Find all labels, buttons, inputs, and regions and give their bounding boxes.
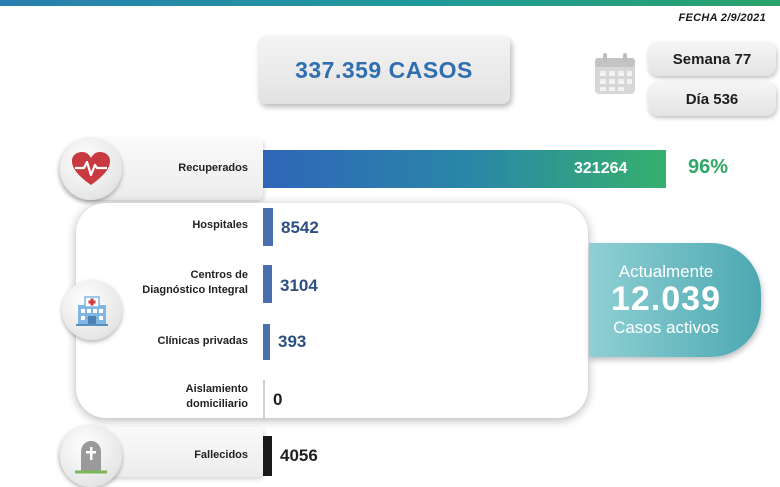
aislamiento-label-line2: domiciliario xyxy=(186,398,248,410)
recuperados-percent: 96% xyxy=(688,156,729,178)
cdi-label: Centros de Diagnóstico Integral xyxy=(110,268,248,298)
value-fallecidos: 4056 xyxy=(280,446,318,465)
total-cases-box: 337.359 CASOS xyxy=(258,36,510,104)
day-badge: Día 536 xyxy=(648,82,776,116)
aislamiento-label-line1: Aislamiento xyxy=(185,383,248,395)
tombstone-icon-circle xyxy=(60,425,122,487)
value-clinicas: 393 xyxy=(278,332,307,351)
top-banner xyxy=(0,0,780,6)
bar-cdi xyxy=(263,265,272,303)
cdi-label-line1: Centros de xyxy=(190,269,248,281)
value-aislamiento: 0 xyxy=(273,390,283,409)
bar-recuperados xyxy=(263,150,666,188)
report-date: FECHA 2/9/2021 xyxy=(678,12,766,24)
cdi-label-line2: Diagnóstico Integral xyxy=(142,284,248,296)
active-cases-value: 12.039 xyxy=(611,280,721,318)
week-badge: Semana 77 xyxy=(648,42,776,76)
total-cases-value: 337.359 CASOS xyxy=(295,56,473,83)
active-cases-heading: Actualmente xyxy=(618,262,714,281)
clinicas-label: Clínicas privadas xyxy=(157,335,249,347)
heart-pulse-icon xyxy=(72,152,110,185)
value-hospitales: 8542 xyxy=(281,218,319,237)
bar-hospitales xyxy=(263,208,273,246)
bar-clinicas xyxy=(263,324,270,360)
recuperados-label: Recuperados xyxy=(178,162,248,174)
hospital-icon xyxy=(76,296,108,326)
value-recuperados: 321264 xyxy=(574,160,628,177)
hospital-icon-circle xyxy=(62,280,122,340)
calendar-icon xyxy=(595,53,635,94)
fallecidos-label: Fallecidos xyxy=(194,449,248,461)
active-cases-caption: Casos activos xyxy=(613,318,719,337)
tombstone-icon xyxy=(75,441,107,474)
active-cases-panel xyxy=(589,243,761,357)
heart-icon-circle xyxy=(60,138,122,200)
aislamiento-label: Aislamiento domiciliario xyxy=(130,382,248,412)
bar-fallecidos xyxy=(263,436,272,476)
bar-aislamiento xyxy=(263,380,265,418)
hospitales-label: Hospitales xyxy=(192,219,248,231)
value-cdi: 3104 xyxy=(280,276,318,295)
hospitalization-panel xyxy=(76,203,588,418)
